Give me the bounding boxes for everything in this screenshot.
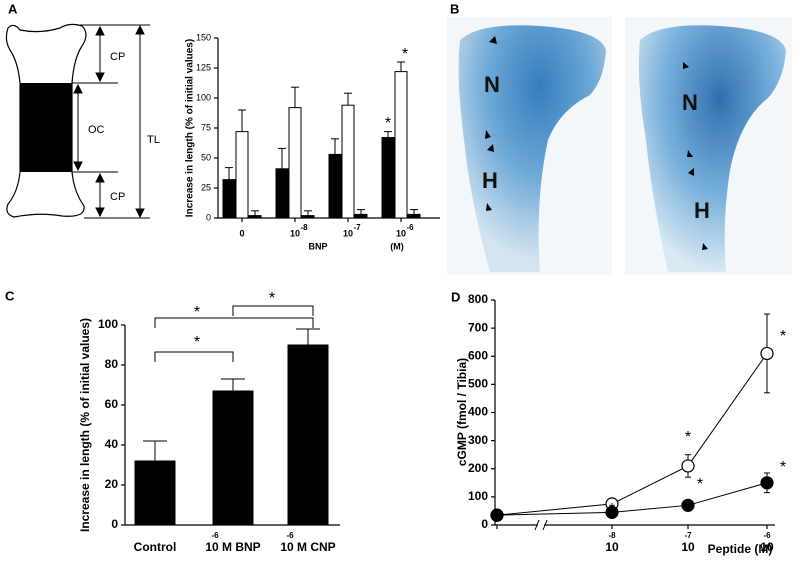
x-tick-exponent: -6 <box>211 531 219 540</box>
point <box>760 476 774 490</box>
x-axis-label: Peptide (M) <box>708 542 773 556</box>
micrograph-label: N <box>682 90 698 115</box>
y-tick-label: 0 <box>481 517 488 531</box>
point <box>605 505 619 519</box>
significance-mark: * <box>385 115 391 132</box>
y-tick-label: 25 <box>201 182 211 192</box>
point <box>760 346 774 361</box>
y-tick-label: 800 <box>468 292 488 306</box>
significance-mark: * <box>780 328 786 345</box>
y-axis-label: cGMP (fmol / Tibia) <box>455 358 469 466</box>
x-tick-label: 10 <box>760 540 774 554</box>
bar <box>301 215 315 219</box>
bone-diagram: CP OC CP TL <box>5 23 160 219</box>
y-axis-label: Increase in length (% of initial values) <box>78 318 92 532</box>
x-tick-label: Control <box>134 540 177 554</box>
x-tick-label: 0 <box>239 228 244 238</box>
micrographs: N H N H <box>447 17 792 275</box>
micrograph-label: H <box>482 168 498 193</box>
bar <box>235 131 249 219</box>
significance-bracket <box>232 305 314 316</box>
y-tick-label: 60 <box>105 397 119 411</box>
significance-bracket <box>154 317 314 328</box>
significance-mark: * <box>269 290 275 307</box>
bar <box>248 215 262 219</box>
bar <box>212 390 254 526</box>
bar <box>354 213 368 219</box>
x-axis-label: BNP <box>308 241 327 251</box>
panel-label: A <box>8 1 18 16</box>
y-tick-label: 500 <box>468 377 488 391</box>
y-tick-label: 125 <box>196 62 211 72</box>
y-tick-label: 100 <box>98 317 118 331</box>
x-tick-label: 10 <box>290 228 300 238</box>
y-tick-label: 300 <box>468 433 488 447</box>
bar <box>222 179 236 219</box>
x-tick-label: 10 <box>343 228 353 238</box>
y-tick-label: 0 <box>111 517 118 531</box>
bar <box>134 460 176 526</box>
y-tick-label: 40 <box>105 437 119 451</box>
x-tick-exponent: -8 <box>608 531 616 540</box>
diagram-label: CP <box>110 51 125 63</box>
x-tick-label: 10 M CNP <box>280 540 335 554</box>
y-tick-label: 50 <box>201 152 211 162</box>
micrograph-label: N <box>484 72 500 97</box>
panel-label: D <box>451 289 460 304</box>
bar <box>288 107 302 219</box>
x-tick-label: 10 M BNP <box>205 540 260 554</box>
x-tick-exponent: -6 <box>406 223 414 232</box>
y-axis-label: Increase in length (% of initial values) <box>185 39 196 217</box>
x-tick-label: 10 <box>396 228 406 238</box>
y-tick-label: 20 <box>105 477 119 491</box>
bar <box>394 71 408 219</box>
series-line <box>496 482 768 516</box>
bar <box>341 104 355 219</box>
bar <box>328 153 342 219</box>
bar <box>381 137 395 219</box>
significance-mark: * <box>194 334 200 351</box>
bar <box>275 168 289 219</box>
panel-label: B <box>450 1 459 16</box>
bar <box>287 344 329 526</box>
diagram-label: OC <box>88 124 105 136</box>
significance-bracket <box>154 351 234 362</box>
significance-mark: * <box>685 429 691 446</box>
x-axis-unit: (M) <box>390 241 404 251</box>
axis-break <box>534 519 548 531</box>
y-tick-label: 400 <box>468 405 488 419</box>
y-tick-label: 600 <box>468 348 488 362</box>
significance-mark: * <box>194 304 200 321</box>
point <box>681 459 695 473</box>
y-tick-label: 0 <box>206 212 211 222</box>
y-tick-label: 100 <box>468 489 488 503</box>
x-tick-exponent: -7 <box>353 223 361 232</box>
micrograph-label: H <box>694 198 710 223</box>
y-tick-label: 200 <box>468 461 488 475</box>
bar <box>407 213 421 219</box>
x-tick-label: 10 <box>605 540 619 554</box>
point <box>681 498 695 512</box>
y-tick-label: 75 <box>201 122 211 132</box>
significance-mark: * <box>697 476 703 493</box>
x-tick-exponent: -7 <box>684 531 692 540</box>
panel-label: C <box>5 288 15 303</box>
axis-gap <box>538 523 544 527</box>
significance-mark: * <box>780 459 786 476</box>
y-tick-label: 80 <box>105 357 119 371</box>
diagram-label: TL <box>147 134 160 146</box>
diagram-label: CP <box>110 191 125 203</box>
x-tick-exponent: -8 <box>300 223 308 232</box>
x-tick-exponent: -6 <box>286 531 294 540</box>
y-tick-label: 700 <box>468 320 488 334</box>
y-tick-label: 150 <box>196 32 211 42</box>
point <box>490 508 504 522</box>
x-tick-label: 10 <box>681 540 695 554</box>
x-tick-exponent: -6 <box>763 531 771 540</box>
significance-mark: * <box>609 501 615 518</box>
series-line <box>496 353 768 516</box>
y-tick-label: 100 <box>196 92 211 102</box>
significance-mark: * <box>402 46 408 63</box>
